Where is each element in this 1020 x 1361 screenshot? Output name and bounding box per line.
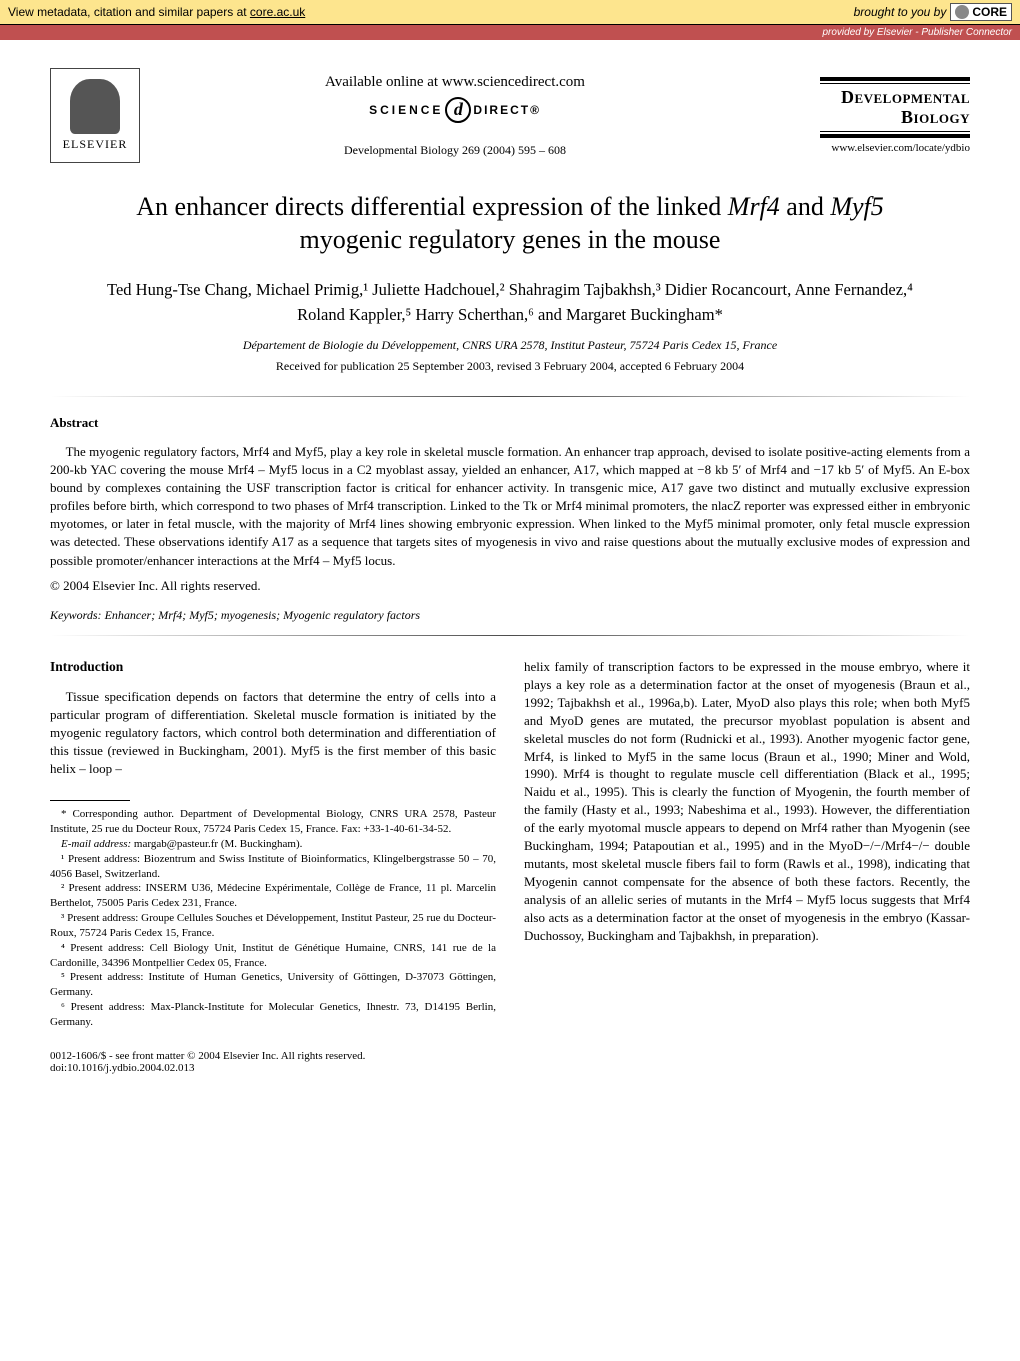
intro-left-para: Tissue specification depends on factors … (50, 688, 496, 778)
keywords-text: Enhancer; Mrf4; Myf5; myogenesis; Myogen… (102, 608, 420, 622)
rule-top (820, 77, 970, 81)
keywords-label: Keywords: (50, 608, 102, 622)
core-label: CORE (972, 5, 1007, 19)
title-gene2: Myf5 (830, 192, 883, 221)
divider-2 (50, 635, 970, 636)
journal-url: www.elsevier.com/locate/ydbio (770, 142, 970, 154)
title-gene1: Mrf4 (728, 192, 780, 221)
center-header: Available online at www.sciencedirect.co… (140, 74, 770, 158)
core-icon (955, 5, 969, 19)
core-logo[interactable]: CORE (950, 3, 1012, 21)
affiliation: Département de Biologie du Développement… (50, 338, 970, 353)
banner-prefix: View metadata, citation and similar pape… (8, 5, 250, 19)
right-column: helix family of transcription factors to… (524, 658, 970, 1030)
left-column: Introduction Tissue specification depend… (50, 658, 496, 1030)
citation-line: Developmental Biology 269 (2004) 595 – 6… (140, 143, 770, 158)
footnote-2: ² Present address: INSERM U36, Médecine … (50, 881, 496, 911)
core-banner: View metadata, citation and similar pape… (0, 0, 1020, 25)
intro-heading: Introduction (50, 658, 496, 677)
keywords: Keywords: Enhancer; Mrf4; Myf5; myogenes… (50, 608, 970, 623)
journal-line2: Biology (901, 107, 970, 127)
banner-brought: brought to you by (854, 5, 947, 19)
dates: Received for publication 25 September 20… (50, 359, 970, 374)
rule-thin2 (820, 131, 970, 132)
journal-line1: Developmental (841, 87, 970, 107)
rule-bot (820, 134, 970, 138)
sd-d-icon: d (445, 97, 471, 123)
title-mid: and (780, 192, 831, 221)
footnote-4: ⁴ Present address: Cell Biology Unit, In… (50, 941, 496, 971)
sd-direct: DIRECT® (473, 103, 541, 117)
sd-science: SCIENCE (369, 103, 443, 117)
copyright: © 2004 Elsevier Inc. All rights reserved… (50, 578, 970, 594)
abstract-body: The myogenic regulatory factors, Mrf4 an… (50, 443, 970, 570)
header-row: ELSEVIER Available online at www.science… (50, 68, 970, 163)
authors: Ted Hung-Tse Chang, Michael Primig,¹ Jul… (90, 278, 930, 328)
article-title: An enhancer directs differential express… (80, 191, 940, 256)
core-link[interactable]: core.ac.uk (250, 5, 305, 19)
footnote-corr: * Corresponding author. Department of De… (50, 807, 496, 837)
sub-banner-text: provided by Elsevier - Publisher Connect… (822, 27, 1012, 38)
footer-line1: 0012-1606/$ - see front matter © 2004 El… (50, 1050, 970, 1062)
title-pre: An enhancer directs differential express… (136, 192, 728, 221)
sub-banner: provided by Elsevier - Publisher Connect… (0, 25, 1020, 40)
footnote-6: ⁶ Present address: Max-Planck-Institute … (50, 1000, 496, 1030)
intro-right-para: helix family of transcription factors to… (524, 658, 970, 945)
elsevier-logo: ELSEVIER (50, 68, 140, 163)
page-content: ELSEVIER Available online at www.science… (0, 40, 1020, 1104)
footer-line2: doi:10.1016/j.ydbio.2004.02.013 (50, 1062, 970, 1074)
title-post: myogenic regulatory genes in the mouse (300, 225, 721, 254)
elsevier-name: ELSEVIER (63, 137, 128, 152)
footnote-email: E-mail address: margab@pasteur.fr (M. Bu… (50, 837, 496, 852)
footnote-5: ⁵ Present address: Institute of Human Ge… (50, 970, 496, 1000)
banner-right: brought to you by CORE (854, 3, 1012, 21)
divider-1 (50, 396, 970, 397)
footnote-rule (50, 800, 130, 801)
footnote-1: ¹ Present address: Biozentrum and Swiss … (50, 852, 496, 882)
footer-block: 0012-1606/$ - see front matter © 2004 El… (50, 1050, 970, 1074)
banner-left: View metadata, citation and similar pape… (8, 5, 305, 19)
available-online: Available online at www.sciencedirect.co… (140, 74, 770, 91)
elsevier-tree-icon (70, 79, 120, 134)
journal-name: Developmental Biology (770, 88, 970, 128)
email-value: margab@pasteur.fr (M. Buckingham). (131, 838, 302, 850)
footnote-3: ³ Present address: Groupe Cellules Souch… (50, 911, 496, 941)
abstract-heading: Abstract (50, 415, 970, 431)
sciencedirect-logo: SCIENCE d DIRECT® (369, 97, 541, 123)
email-label: E-mail address: (61, 838, 131, 850)
rule-thin1 (820, 83, 970, 84)
journal-header: Developmental Biology www.elsevier.com/l… (770, 77, 970, 155)
body-columns: Introduction Tissue specification depend… (50, 658, 970, 1030)
footnotes: * Corresponding author. Department of De… (50, 807, 496, 1030)
